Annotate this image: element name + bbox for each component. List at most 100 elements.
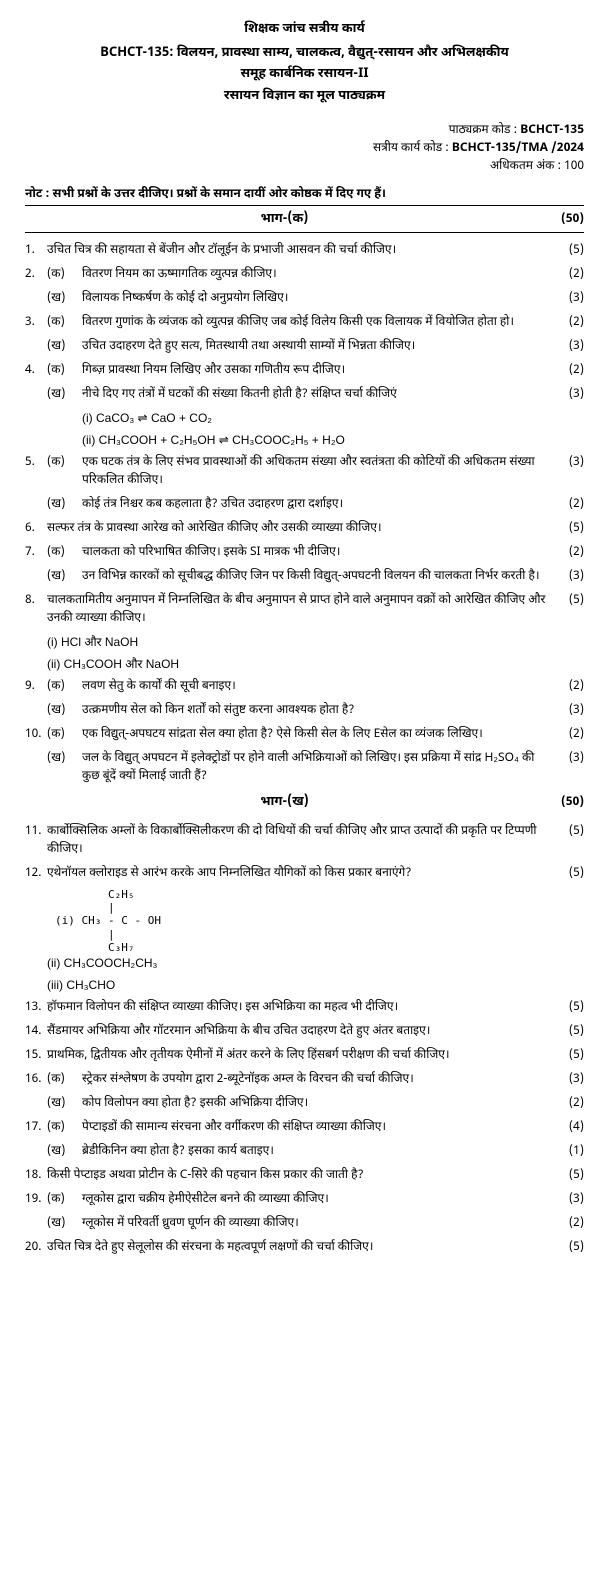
q-sub: (क) (47, 453, 82, 471)
q-marks: (5) (554, 241, 584, 259)
q3a: 3. (क) वितरण गुणांक के व्यंजक को व्युत्प… (25, 313, 584, 331)
q7b: (ख) उन विभिन्न कारकों को सूचीबद्ध कीजिए … (25, 567, 584, 585)
q-num: 14. (25, 1022, 47, 1040)
q-num: 7. (25, 543, 47, 561)
q-num: 11. (25, 822, 47, 840)
q-text: चालकता को परिभाषित कीजिए। इसके SI मात्रक… (82, 543, 554, 561)
q13: 13. हॉफमान विलोपन की संक्षिप्त व्याख्या … (25, 998, 584, 1016)
code-label: पाठ्यक्रम कोड : (449, 122, 517, 138)
q12-i-struct: C₂H₅ | (i) CH₃ - C - OH | C₃H₇ (55, 888, 584, 954)
q-text: कोप विलोपन क्या होता है? इसकी अभिक्रिया … (82, 1094, 554, 1112)
q-text: एक विद्युत्-अपघटय सांद्रता सेल क्या होता… (82, 725, 554, 743)
q-marks: (5) (554, 998, 584, 1016)
q7a: 7. (क) चालकता को परिभाषित कीजिए। इसके SI… (25, 543, 584, 561)
q-marks: (2) (554, 677, 584, 695)
q19a: 19. (क) ग्लूकोस द्वारा चक्रीय हेमीऐसीटेल… (25, 1190, 584, 1208)
q2a: 2. (क) वितरण नियम का ऊष्मागतिक व्युत्पन्… (25, 265, 584, 283)
q-sub: (क) (47, 313, 82, 331)
q20: 20. उचित चित्र देते हुए सेलूलोस की संरचन… (25, 1238, 584, 1256)
q-sub: (ख) (47, 495, 82, 513)
q-marks: (2) (554, 543, 584, 561)
q-marks: (3) (554, 749, 584, 767)
q-sub: (क) (47, 677, 82, 695)
q-text: पेप्टाइडों की सामान्य संरचना और वर्गीकरण… (82, 1118, 554, 1136)
q-num: 3. (25, 313, 47, 331)
q-marks: (5) (554, 1166, 584, 1184)
q-sub: (क) (47, 725, 82, 743)
q4b: (ख) नीचे दिए गए तंत्रों में घटकों की संख… (25, 385, 584, 403)
q2b: (ख) विलायक निष्कर्षण के कोई दो अनुप्रयोग… (25, 289, 584, 307)
q-marks: (2) (554, 313, 584, 331)
q9b: (ख) उत्क्रमणीय सेल को किन शर्तों को संतु… (25, 701, 584, 719)
q1: 1. उचित चित्र की सहायता से बेंजीन और टॉल… (25, 241, 584, 259)
q-text: लवण सेतु के कार्यों की सूची बनाइए। (82, 677, 554, 695)
q-text: उचित चित्र देते हुए सेलूलोस की संरचना के… (47, 1238, 554, 1256)
q-marks: (3) (554, 337, 584, 355)
max-value: 100 (564, 158, 584, 174)
course-line2: समूह कार्बनिक रसायन-II (25, 65, 584, 85)
q8-ii: (ii) CH₃COOH और NaOH (47, 655, 584, 673)
course-title: BCHCT-135: विलयन, प्रावस्था साम्य, चालकत… (25, 44, 584, 64)
q-text: चालकतामितीय अनुमापन में निम्नलिखित के बी… (47, 591, 554, 627)
q-sub: (क) (47, 361, 82, 379)
q-sub: (ख) (47, 1214, 82, 1232)
q-text: सल्फर तंत्र के प्रावस्था आरेख को आरेखित … (47, 519, 554, 537)
doc-heading: शिक्षक जांच सत्रीय कार्य (25, 20, 584, 40)
q-text: नीचे दिए गए तंत्रों में घटकों की संख्या … (82, 385, 554, 403)
q-num: 9. (25, 677, 47, 695)
q16a: 16. (क) स्ट्रेकर संश्लेषण के उपयोग द्वार… (25, 1070, 584, 1088)
q-sub: (ख) (47, 337, 82, 355)
part-b-marks: (50) (544, 793, 584, 813)
q-marks: (5) (554, 519, 584, 537)
q-num: 2. (25, 265, 47, 283)
q9a: 9. (क) लवण सेतु के कार्यों की सूची बनाइए… (25, 677, 584, 695)
q-marks: (5) (554, 591, 584, 609)
max-label: अधिकतम अंक : (490, 158, 561, 174)
q-sub: (ख) (47, 749, 82, 767)
assign-value: BCHCT-135/TMA /2024 (452, 140, 584, 156)
q-marks: (3) (554, 1070, 584, 1088)
q-sub: (ख) (47, 701, 82, 719)
part-b-title: भाग-(ख) (25, 793, 544, 813)
q-text: उचित उदाहरण देते हुए सत्य, मितस्थायी तथा… (82, 337, 554, 355)
q-text: उत्क्रमणीय सेल को किन शर्तों को संतुष्ट … (82, 701, 554, 719)
q-marks: (3) (554, 453, 584, 471)
q12: 12. एथेनॉयल क्लोराइड से आरंभ करके आप निम… (25, 864, 584, 882)
q4a: 4. (क) गिब्ज़ प्रावस्था नियम लिखिए और उस… (25, 361, 584, 379)
q-marks: (1) (554, 1142, 584, 1160)
q5b: (ख) कोई तंत्र निश्चर कब कहलाता है? उचित … (25, 495, 584, 513)
q-text: ब्रेडीकिनिन क्या होता है? इसका कार्य बता… (82, 1142, 554, 1160)
q-num: 20. (25, 1238, 47, 1256)
part-a-marks: (50) (544, 210, 584, 230)
q-num: 18. (25, 1166, 47, 1184)
q-marks: (5) (554, 864, 584, 882)
q-marks: (2) (554, 495, 584, 513)
q-sub: (क) (47, 1070, 82, 1088)
q-text: किसी पेप्टाइड अथवा प्रोटीन के C-सिरे की … (47, 1166, 554, 1184)
q12-ii: (ii) CH₃COOCH₂CH₃ (47, 954, 584, 972)
q-marks: (3) (554, 385, 584, 403)
q-sub: (ख) (47, 289, 82, 307)
q17a: 17. (क) पेप्टाइडों की सामान्य संरचना और … (25, 1118, 584, 1136)
q-sub: (क) (47, 1190, 82, 1208)
q17b: (ख) ब्रेडीकिनिन क्या होता है? इसका कार्य… (25, 1142, 584, 1160)
code-value: BCHCT-135 (520, 122, 584, 138)
q-text: एक घटक तंत्र के लिए संभव प्रावस्थाओं की … (82, 453, 554, 489)
q-num: 13. (25, 998, 47, 1016)
q-num: 4. (25, 361, 47, 379)
q14: 14. सैंडमायर अभिक्रिया और गॉटरमान अभिक्र… (25, 1022, 584, 1040)
q-text: गिब्ज़ प्रावस्था नियम लिखिए और उसका गणित… (82, 361, 554, 379)
q-sub: (क) (47, 265, 82, 283)
q-marks: (5) (554, 822, 584, 840)
note-line: नोट : सभी प्रश्नों के उत्तर दीजिए। प्रश्… (25, 185, 584, 206)
q-text: वितरण गुणांक के व्यंजक को व्युत्पन्न कीज… (82, 313, 554, 331)
q-text: कार्बोक्सिलिक अम्लों के विकार्बोक्सिलीकर… (47, 822, 554, 858)
q-marks: (2) (554, 1094, 584, 1112)
q11: 11. कार्बोक्सिलिक अम्लों के विकार्बोक्सि… (25, 822, 584, 858)
q-num: 10. (25, 725, 47, 743)
q4b-i: (i) CaCO₃ ⇌ CaO + CO₂ (82, 409, 584, 427)
q-text: वितरण नियम का ऊष्मागतिक व्युत्पन्न कीजिए… (82, 265, 554, 283)
part-b-header: भाग-(ख) (50) (25, 793, 584, 815)
q-text: सैंडमायर अभिक्रिया और गॉटरमान अभिक्रिया … (47, 1022, 554, 1040)
q4b-ii: (ii) CH₃COOH + C₂H₅OH ⇌ CH₃COOC₂H₅ + H₂O (82, 431, 584, 449)
